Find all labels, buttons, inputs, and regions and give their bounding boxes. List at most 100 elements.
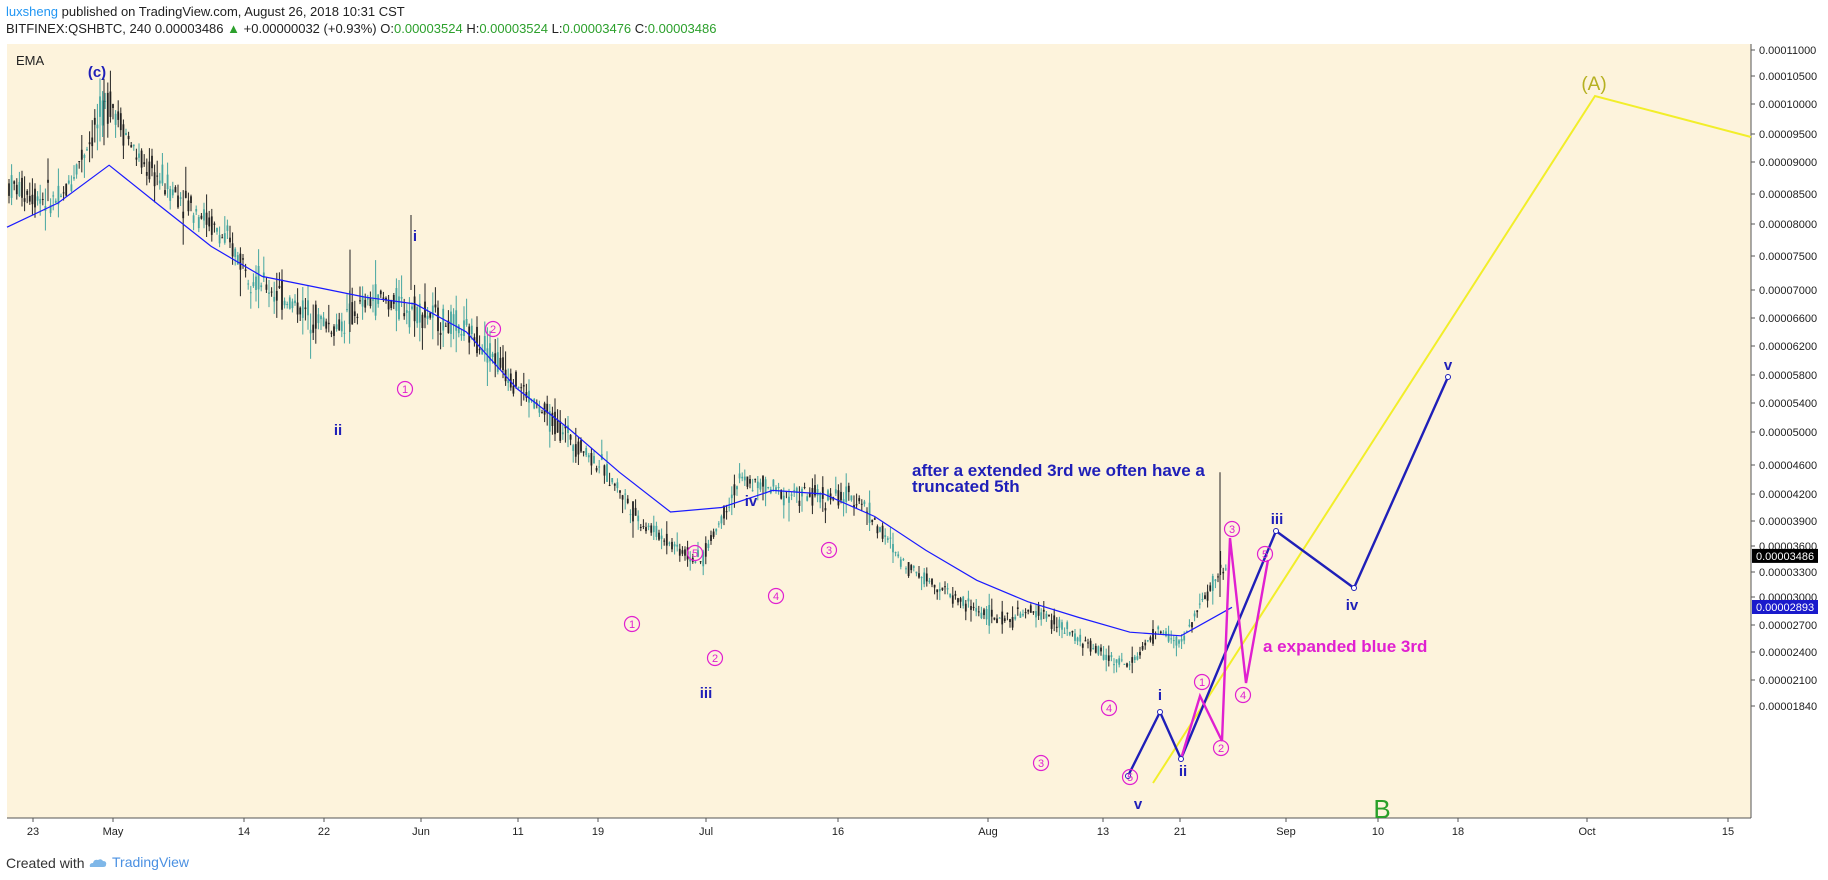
candle-body <box>936 589 939 593</box>
candle-body <box>525 392 528 398</box>
candle-body <box>793 489 796 492</box>
candle-body <box>275 291 278 301</box>
candle-body <box>307 300 309 316</box>
candle-body <box>231 243 234 257</box>
price-tick-label: 0.00004200 <box>1759 489 1817 501</box>
candle-body <box>330 332 333 334</box>
candle-body <box>67 180 70 184</box>
candle-body <box>665 533 668 546</box>
author-link[interactable]: luxsheng <box>6 4 59 19</box>
candle-body <box>858 498 861 502</box>
candle-body <box>1201 599 1204 600</box>
candle-body <box>1157 626 1160 630</box>
candle-body <box>1191 622 1193 628</box>
candle-body <box>928 580 931 582</box>
magenta-wave-label: 5 <box>1256 545 1274 563</box>
candle-body <box>967 598 970 602</box>
last-price-tag: 0.00003486 <box>1756 551 1814 563</box>
candle-body <box>338 319 341 331</box>
candle-body <box>730 494 733 499</box>
time-tick-label: 11 <box>512 826 523 838</box>
magenta-wave-label: 2 <box>1212 739 1230 757</box>
candle-body <box>613 483 616 486</box>
candle-body <box>301 300 304 318</box>
candle-body <box>964 603 967 612</box>
candle-body <box>998 617 1001 619</box>
candle-body <box>1092 648 1095 649</box>
candle-body <box>96 124 99 129</box>
ohlc-line: BITFINEX:QSHBTC, 240 0.00003486 ▲ +0.000… <box>6 21 716 36</box>
candle-body <box>1029 605 1032 613</box>
blue-wave-label: iii <box>1271 511 1284 528</box>
candle-body <box>689 559 692 562</box>
ema-value-tag-bg <box>1752 600 1818 614</box>
candle-body <box>213 223 216 225</box>
wave-drawings-layer: (c)iiiiiiivviiiiiiivv123451234512345(A)(… <box>88 64 1752 824</box>
candle-body <box>226 225 229 231</box>
candle-body <box>463 320 465 336</box>
candle-body <box>681 550 684 554</box>
price-chart[interactable]: (c)iiiiiiivviiiiiiivv123451234512345(A)(… <box>0 0 1828 842</box>
candle-body <box>41 199 44 200</box>
candle-body <box>941 587 944 590</box>
candle-body <box>369 297 372 307</box>
candle-body <box>593 455 595 464</box>
candle-body <box>36 196 39 201</box>
candle-body <box>473 337 476 342</box>
blue-wave-label: v <box>1444 357 1453 374</box>
candle-body <box>325 321 328 329</box>
time-axis[interactable]: 23 May 14 22 Jun 11 19 Jul 16 Aug 13 21 Sep 10 18 Oct 15 <box>27 818 1734 838</box>
candle-body <box>296 302 299 315</box>
candle-body <box>489 343 491 362</box>
candle-body <box>554 411 556 435</box>
candle-body <box>660 535 663 539</box>
candle-body <box>1209 585 1212 591</box>
candle-body <box>1089 640 1092 652</box>
tradingview-cloud-icon <box>89 859 107 868</box>
candle-body <box>101 100 104 126</box>
price-axis[interactable]: 0.00011000 0.00010500 0.00010000 0.00009500… <box>1751 45 1817 713</box>
magenta-label-text: 3 <box>1229 524 1235 536</box>
candle-body <box>80 149 83 160</box>
close-label: C: <box>634 21 648 36</box>
magenta-wave-label: 3 <box>820 541 838 559</box>
candle-body <box>39 198 42 204</box>
blue-wave-label: i <box>413 228 417 245</box>
candle-body <box>723 505 725 519</box>
magenta-label-text: 2 <box>490 324 496 336</box>
candle-body <box>1001 611 1004 625</box>
candle-body <box>780 490 783 499</box>
price-tick-label: 0.00008000 <box>1759 219 1817 231</box>
candle-body <box>257 266 260 290</box>
candle-body <box>483 336 486 352</box>
candle-body <box>465 319 468 325</box>
candle-body <box>808 493 811 497</box>
plot-area[interactable] <box>7 44 1751 818</box>
candle-body <box>476 326 478 354</box>
candle-body <box>533 399 536 409</box>
candle-body <box>759 482 762 490</box>
candle-body <box>431 305 434 318</box>
candle-body <box>23 198 26 202</box>
candle-body <box>699 561 702 563</box>
candle-body <box>1081 643 1084 648</box>
candle-body <box>1118 658 1121 665</box>
candle-body <box>598 466 601 468</box>
candle-body <box>587 455 590 458</box>
candle-body <box>1204 595 1206 599</box>
magenta-label-text: 1 <box>1199 677 1205 689</box>
open-value: 0.00003524 <box>394 21 463 36</box>
candle-body <box>512 385 515 394</box>
candle-body <box>387 299 390 310</box>
tradingview-logo[interactable]: TradingView <box>88 854 189 870</box>
candle-body <box>1014 616 1017 620</box>
candle-body <box>452 314 455 326</box>
candle-body <box>268 292 270 294</box>
candle-body <box>520 387 523 389</box>
candle-body <box>403 313 406 317</box>
candle-body <box>88 142 91 145</box>
candle-body <box>944 586 946 588</box>
time-tick-label: Oct <box>1578 826 1595 838</box>
candle-body <box>1094 645 1097 653</box>
candle-body <box>1016 607 1019 609</box>
